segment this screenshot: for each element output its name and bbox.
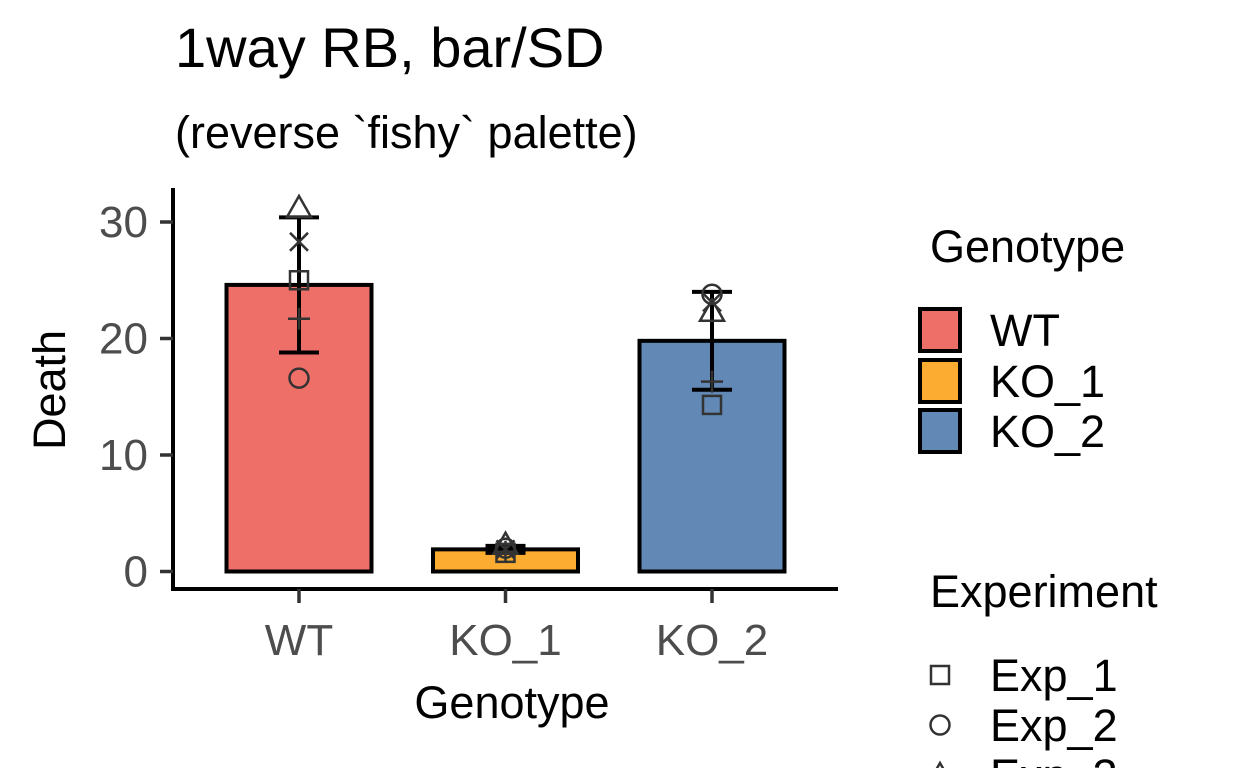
data-point-ko-2-exp-1 bbox=[701, 394, 723, 416]
legend-label: Exp_2 bbox=[990, 700, 1118, 751]
legend-label: Exp_1 bbox=[990, 650, 1118, 701]
legend-swatch-wt bbox=[918, 307, 962, 353]
legend-square-icon bbox=[929, 664, 951, 686]
data-point-wt-exp-3 bbox=[284, 193, 314, 219]
legend-label: WT bbox=[990, 305, 1060, 356]
y-tick-label: 0 bbox=[124, 548, 148, 597]
x-ticks: WT KO_1 KO_2 bbox=[265, 589, 768, 665]
legend-swatch-ko-1 bbox=[918, 358, 962, 404]
x-tick-label: KO_1 bbox=[449, 616, 562, 665]
legend-triangle-icon bbox=[935, 760, 945, 768]
y-ticks: 0 10 20 30 bbox=[99, 198, 173, 597]
data-point-wt-exp-4 bbox=[289, 231, 309, 252]
bars-layer bbox=[224, 282, 787, 574]
data-point-wt-exp-2 bbox=[288, 367, 310, 389]
points-layer bbox=[284, 193, 727, 564]
legend-swatch-ko-2 bbox=[918, 408, 962, 454]
y-axis-title: Death bbox=[24, 330, 75, 450]
y-tick-label: 20 bbox=[99, 315, 148, 364]
experiment-legend-title: Experiment bbox=[930, 566, 1158, 617]
x-axis-title: Genotype bbox=[414, 677, 609, 728]
data-point-ko-2-exp-3 bbox=[697, 297, 727, 322]
legend-label: KO_1 bbox=[990, 356, 1105, 407]
y-tick-label: 10 bbox=[99, 431, 148, 480]
genotype-legend-title: Genotype bbox=[930, 221, 1125, 272]
legend-circle-icon bbox=[929, 714, 951, 736]
data-point-ko-1-exp-5 bbox=[494, 540, 517, 563]
data-point-ko-2-exp-4 bbox=[702, 292, 722, 313]
chart-title: 1way RB, bar/SD bbox=[175, 16, 605, 79]
y-tick-label: 30 bbox=[99, 198, 148, 247]
data-point-wt-exp-1 bbox=[288, 270, 310, 291]
x-tick-label: WT bbox=[265, 616, 333, 665]
legend-label: KO_2 bbox=[990, 406, 1105, 457]
data-point-ko-2-exp-5 bbox=[701, 370, 723, 393]
data-point-wt-exp-5 bbox=[288, 307, 310, 330]
x-tick-label: KO_2 bbox=[656, 616, 769, 665]
legend-label: Exp_3 bbox=[990, 750, 1118, 768]
chart-subtitle: (reverse `fishy` palette) bbox=[175, 107, 638, 158]
